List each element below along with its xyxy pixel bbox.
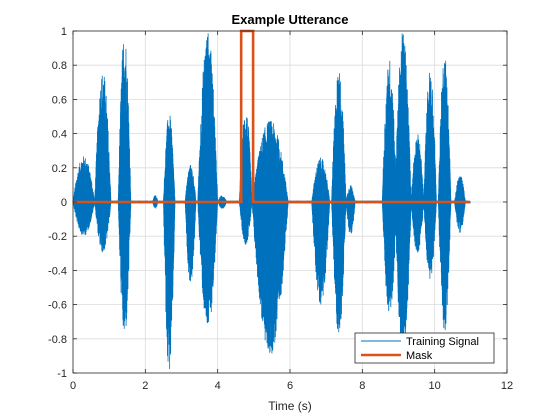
y-tick-labels: 1 0.8 0.6 0.4 0.2 0 -0.2 -0.4 -0.6 -0.8 -1 <box>48 26 67 380</box>
axis-ticks <box>72 30 508 374</box>
x-tick-label: 8 <box>359 380 365 392</box>
x-tick-label: 10 <box>429 380 441 392</box>
legend-label-mask: Mask <box>406 350 433 362</box>
y-tick-label: 0 <box>61 197 67 209</box>
legend-box <box>354 332 495 364</box>
grid-lines <box>73 31 507 373</box>
y-tick-label: -0.4 <box>48 265 67 277</box>
x-tick-labels: 0 2 4 6 8 10 12 <box>70 380 513 392</box>
y-tick-label: -0.2 <box>48 231 67 243</box>
x-axis-label: Time (s) <box>268 399 312 413</box>
y-tick-label: -0.8 <box>48 334 67 346</box>
y-tick-label: 0.6 <box>52 94 67 106</box>
x-tick-label: 2 <box>142 380 148 392</box>
x-tick-label: 6 <box>287 380 293 392</box>
y-tick-label: 0.2 <box>52 163 67 175</box>
chart-title: Example Utterance <box>231 12 348 27</box>
y-tick-label: -1 <box>57 368 67 380</box>
y-tick-label: -0.6 <box>48 300 67 312</box>
x-tick-label: 12 <box>501 380 513 392</box>
x-tick-label: 0 <box>70 380 76 392</box>
legend: Training Signal Mask <box>354 332 495 364</box>
legend-label-training-signal: Training Signal <box>406 336 479 348</box>
y-tick-label: 0.8 <box>52 60 67 72</box>
x-tick-label: 4 <box>215 380 221 392</box>
y-tick-label: 0.4 <box>52 129 67 141</box>
y-tick-label: 1 <box>61 26 67 38</box>
